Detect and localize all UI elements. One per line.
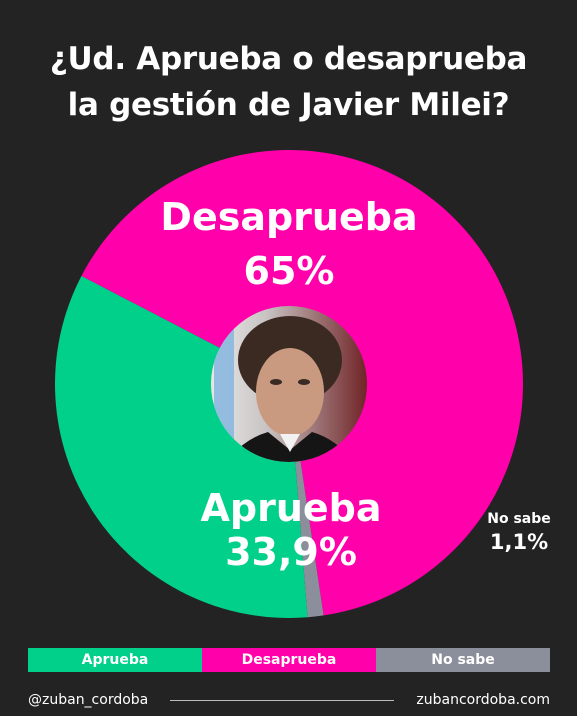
slice-label-desaprueba: Desaprueba — [160, 195, 417, 239]
legend-item-aprueba: Aprueba — [28, 648, 202, 672]
social-handle: @zuban_cordoba — [28, 692, 149, 708]
website-url: zubancordoba.com — [416, 692, 550, 708]
legend-item-no-sabe: No sabe — [376, 648, 550, 672]
slice-label-aprueba: Aprueba — [200, 486, 381, 530]
portrait-eye-left — [270, 379, 282, 385]
slice-value-desaprueba: 65% — [244, 249, 335, 293]
legend: Aprueba Desaprueba No sabe — [28, 648, 550, 672]
slice-value-no-sabe: 1,1% — [490, 530, 548, 554]
portrait-eye-right — [298, 379, 310, 385]
portrait-shirt — [280, 434, 300, 452]
portrait-face — [256, 348, 324, 436]
title-line-2: la gestión de Javier Milei? — [67, 87, 510, 123]
slice-label-no-sabe: No sabe — [487, 511, 551, 527]
chart-title: ¿Ud. Aprueba o desaprueba la gestión de … — [0, 36, 577, 128]
slice-value-aprueba: 33,9% — [225, 530, 357, 574]
footer-divider — [170, 699, 395, 701]
legend-item-desaprueba: Desaprueba — [202, 648, 376, 672]
title-line-1: ¿Ud. Aprueba o desaprueba — [49, 41, 528, 77]
footer: @zuban_cordoba zubancordoba.com — [28, 690, 550, 710]
